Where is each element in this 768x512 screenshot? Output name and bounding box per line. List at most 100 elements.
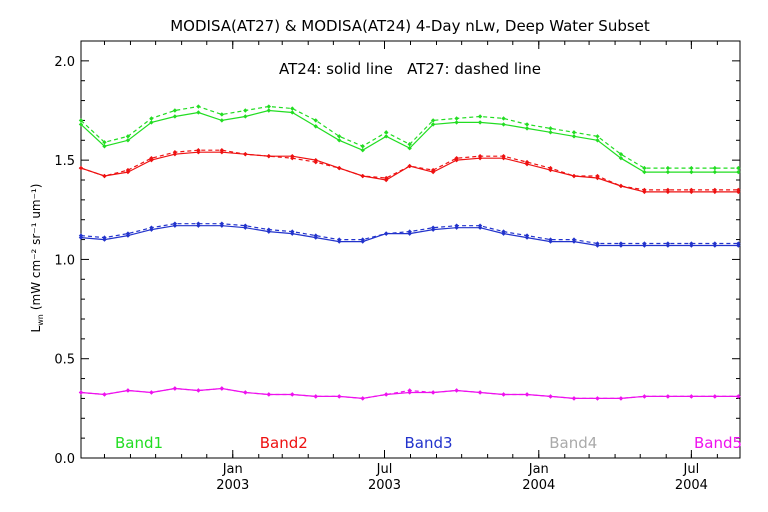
- series-band5-dashed-point: [219, 386, 225, 391]
- series-band5-dashed-point: [736, 394, 741, 399]
- x-tick-label-year: 2004: [675, 478, 708, 493]
- series-band3-dashed-point: [290, 229, 295, 234]
- series-band5-dashed-point: [618, 396, 624, 401]
- series-band1-solid-point: [243, 114, 248, 119]
- series-band5-dashed-point: [360, 396, 365, 401]
- series-band1-dashed-point: [454, 116, 459, 121]
- series-band1-dashed-point: [102, 140, 107, 145]
- series-band3-dashed-point: [125, 231, 131, 236]
- series-band1-solid-point: [290, 110, 295, 115]
- series-band1-dashed-point: [360, 144, 365, 149]
- series-band3-dashed-point: [618, 241, 624, 246]
- series-band3-dashed-point: [454, 223, 459, 228]
- series-band1-solid-point: [618, 155, 624, 161]
- series-band1-solid-point: [125, 138, 131, 143]
- series-band3-dashed-point: [548, 237, 553, 242]
- series-band1-solid-point: [689, 169, 694, 175]
- series-band1-dashed-point: [571, 130, 577, 135]
- x-tick-label: Jul: [376, 462, 393, 477]
- y-axis: 0.0 0.5 1.0 1.5 2.0: [54, 55, 740, 467]
- series-band5-dashed-point: [313, 394, 318, 399]
- series-band2-dashed-point: [665, 187, 671, 193]
- series-band5-dashed-point: [290, 392, 295, 397]
- series-band2-dashed-point: [618, 183, 624, 189]
- series-band5-dashed-point: [337, 394, 342, 399]
- series-band2-dashed-point: [266, 153, 272, 159]
- series-band2-dashed-point: [337, 165, 342, 171]
- series-band3-dashed-point: [689, 241, 694, 246]
- x-tick-label: Jul: [683, 462, 700, 477]
- series-band5-dashed-point: [642, 394, 647, 399]
- series-band1-dashed-point: [548, 126, 553, 131]
- series-band2-dashed-point: [172, 150, 178, 155]
- series-band2-dashed-point: [125, 167, 131, 173]
- series-band1-solid-point: [595, 138, 600, 143]
- y-tick-label: 0.0: [54, 452, 75, 467]
- series-band3-dashed-point: [219, 221, 225, 226]
- series-band3-dashed-point: [712, 241, 718, 246]
- series-band2-dashed-point: [454, 155, 459, 161]
- series-band5-dashed-point: [712, 394, 718, 399]
- x-tick-label: Jan: [222, 462, 243, 477]
- series-band5-dashed-point: [383, 392, 389, 397]
- series-band1-solid-point: [642, 169, 647, 175]
- series-band2-dashed-point: [430, 167, 436, 173]
- series-band3-dashed-point: [78, 233, 84, 238]
- series-band2-dashed-point: [524, 159, 530, 165]
- legend: Band1 Band2 Band3 Band4 Band5: [115, 434, 742, 452]
- y-axis-label-main: L: [29, 325, 43, 332]
- series-band3-dashed-point: [172, 221, 178, 226]
- series-band5-dashed-point: [172, 386, 178, 391]
- y-tick-label: 1.0: [54, 253, 75, 268]
- series-band2-dashed-point: [313, 159, 318, 165]
- series-band1-solid-point: [524, 126, 530, 131]
- y-tick-label: 0.5: [54, 353, 75, 368]
- series-band1-solid-point: [102, 144, 107, 149]
- series-band3-dashed-point: [196, 221, 201, 226]
- series-band5-dashed-point: [501, 392, 506, 397]
- series-band2-dashed-point: [689, 187, 694, 193]
- legend-band1: Band1: [115, 434, 163, 452]
- series-band5: [78, 386, 741, 401]
- series-band3-dashed-point: [360, 237, 365, 242]
- series-band2-dashed-point: [102, 173, 107, 179]
- series-band2-solid-line: [80, 151, 739, 193]
- series-band1-solid-point: [501, 122, 506, 127]
- series-band1-dashed-point: [501, 116, 506, 121]
- series-band5-dashed-point: [595, 396, 600, 401]
- series-band2-dashed-point: [219, 148, 225, 153]
- series-band2-dashed-point: [548, 165, 553, 171]
- series-band3-dashed-point: [501, 229, 506, 234]
- series-band1-solid-point: [454, 120, 459, 125]
- series-band1-dashed-point: [313, 118, 318, 123]
- series-band5-dashed-point: [477, 390, 483, 395]
- series-band1-solid-point: [78, 122, 84, 127]
- series-band1-dashed-point: [337, 134, 342, 139]
- series-band2-dashed-point: [642, 187, 647, 193]
- series-band1-dashed-point: [290, 106, 295, 111]
- series-band1-dashed-point: [243, 108, 248, 113]
- series-band1-dashed-point: [618, 151, 624, 157]
- series-band1-solid-point: [548, 130, 553, 135]
- series-band3-dashed-point: [149, 225, 154, 230]
- series-band5-dashed-point: [430, 390, 436, 395]
- series-band5-dashed-point: [407, 388, 412, 393]
- series-band1-dashed-point: [383, 130, 389, 135]
- series-band2-dashed-point: [736, 187, 741, 193]
- series-band5-dashed-point: [196, 388, 201, 393]
- series-band2-dashed-point: [360, 173, 365, 179]
- series-band5-dashed-point: [149, 390, 154, 395]
- series-band1-dashed-point: [665, 165, 671, 171]
- series-band2-dashed-line: [80, 149, 739, 191]
- y-tick-label: 2.0: [54, 55, 75, 70]
- series-band3: [78, 221, 741, 248]
- series-band1-solid-point: [219, 118, 225, 123]
- series-band5-dashed-point: [266, 392, 272, 397]
- series-band1-solid-point: [736, 169, 741, 175]
- series-band2-dashed-point: [595, 173, 600, 179]
- series-band1-dashed-point: [266, 104, 272, 109]
- chart-subtitle: AT24: solid line AT27: dashed line: [279, 60, 541, 78]
- x-tick-label-year: 2004: [522, 478, 555, 493]
- series-band1-solid-point: [172, 114, 178, 119]
- x-tick-label: Jan: [528, 462, 549, 477]
